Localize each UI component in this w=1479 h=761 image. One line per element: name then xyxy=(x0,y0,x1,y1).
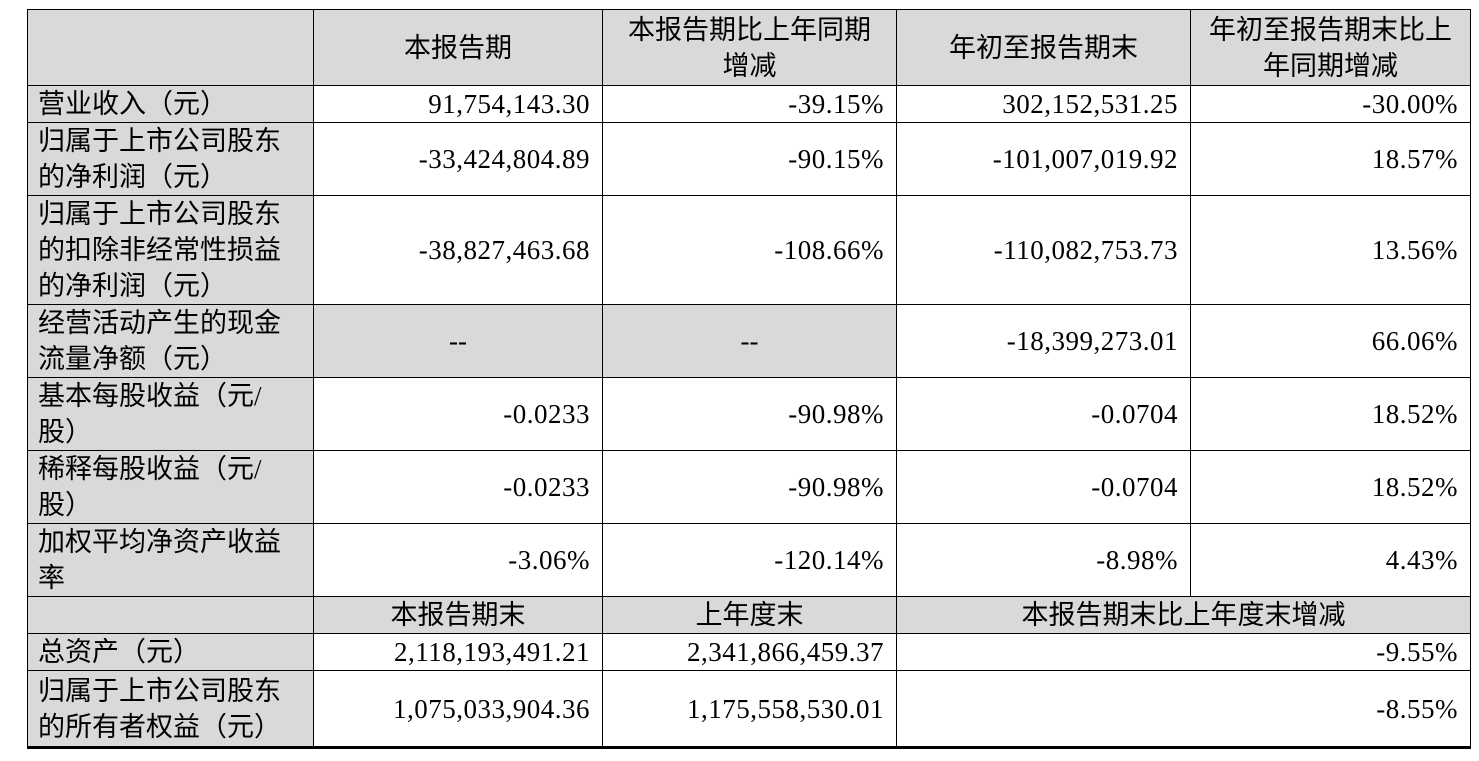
metric-value: -0.0704 xyxy=(896,377,1191,451)
metric-value: -39.15% xyxy=(602,85,897,123)
metric-value: -0.0704 xyxy=(896,450,1191,524)
header-current-period-yoy-change: 本报告期比上年同期增减 xyxy=(602,9,897,86)
metric-value: 18.52% xyxy=(1190,450,1471,524)
metric-value: -108.66% xyxy=(602,195,897,305)
metric-label: 归属于上市公司股东的净利润（元） xyxy=(27,122,314,196)
metric-label: 经营活动产生的现金流量净额（元） xyxy=(27,304,314,378)
metric-row-total-assets: 总资产（元） 2,118,193,491.21 2,341,866,459.37… xyxy=(27,633,1471,671)
metric-value: -120.14% xyxy=(602,523,897,597)
header-corner-cell xyxy=(27,596,314,634)
metric-value: 18.52% xyxy=(1190,377,1471,451)
metric-value: 1,175,558,530.01 xyxy=(602,670,897,749)
metric-value: -90.98% xyxy=(602,450,897,524)
header-ytd: 年初至报告期末 xyxy=(896,9,1191,86)
metric-label: 基本每股收益（元/股） xyxy=(27,377,314,451)
metric-value: -18,399,273.01 xyxy=(896,304,1191,378)
metric-value: 66.06% xyxy=(1190,304,1471,378)
metric-value: 13.56% xyxy=(1190,195,1471,305)
metric-value: 4.43% xyxy=(1190,523,1471,597)
metric-value: 302,152,531.25 xyxy=(896,85,1191,123)
metric-value: -3.06% xyxy=(313,523,603,597)
header-ytd-yoy-change: 年初至报告期末比上年同期增减 xyxy=(1190,9,1471,86)
metric-row-diluted-eps: 稀释每股收益（元/股） -0.0233 -90.98% -0.0704 18.5… xyxy=(27,450,1471,524)
metric-label: 稀释每股收益（元/股） xyxy=(27,450,314,524)
metric-value: 91,754,143.30 xyxy=(313,85,603,123)
metric-value: 18.57% xyxy=(1190,122,1471,196)
metric-label: 归属于上市公司股东的所有者权益（元） xyxy=(27,670,314,749)
metric-value: -38,827,463.68 xyxy=(313,195,603,305)
metric-value: -8.98% xyxy=(896,523,1191,597)
header-row-period: 本报告期 本报告期比上年同期增减 年初至报告期末 年初至报告期末比上年同期增减 xyxy=(27,9,1471,86)
header-prior-year-end: 上年度末 xyxy=(602,596,897,634)
metric-value-na: -- xyxy=(313,304,603,378)
metric-value: -30.00% xyxy=(1190,85,1471,123)
metric-value: -33,424,804.89 xyxy=(313,122,603,196)
header-current-period: 本报告期 xyxy=(313,9,603,86)
metric-value: -0.0233 xyxy=(313,450,603,524)
metric-row-shareholders-equity: 归属于上市公司股东的所有者权益（元） 1,075,033,904.36 1,17… xyxy=(27,670,1471,749)
financial-summary-table: 本报告期 本报告期比上年同期增减 年初至报告期末 年初至报告期末比上年同期增减 … xyxy=(27,9,1471,749)
metric-value: -9.55% xyxy=(896,633,1471,671)
metric-value: -0.0233 xyxy=(313,377,603,451)
metric-value: 2,118,193,491.21 xyxy=(313,633,603,671)
metric-label: 营业收入（元） xyxy=(27,85,314,123)
metric-value: -101,007,019.92 xyxy=(896,122,1191,196)
metric-row-net-profit: 归属于上市公司股东的净利润（元） -33,424,804.89 -90.15% … xyxy=(27,122,1471,196)
metric-value: -90.98% xyxy=(602,377,897,451)
metric-value-na: -- xyxy=(602,304,897,378)
metric-label: 总资产（元） xyxy=(27,633,314,671)
header-corner-cell xyxy=(27,9,314,86)
header-period-end-change: 本报告期末比上年度末增减 xyxy=(896,596,1471,634)
header-current-period-end: 本报告期末 xyxy=(313,596,603,634)
metric-row-weighted-avg-roe: 加权平均净资产收益率 -3.06% -120.14% -8.98% 4.43% xyxy=(27,523,1471,597)
metric-value: 2,341,866,459.37 xyxy=(602,633,897,671)
metric-row-net-profit-excl-nonrecurring: 归属于上市公司股东的扣除非经常性损益的净利润（元） -38,827,463.68… xyxy=(27,195,1471,305)
metric-label: 加权平均净资产收益率 xyxy=(27,523,314,597)
metric-value: -8.55% xyxy=(896,670,1471,749)
metric-value: -90.15% xyxy=(602,122,897,196)
metric-value: 1,075,033,904.36 xyxy=(313,670,603,749)
metric-label: 归属于上市公司股东的扣除非经常性损益的净利润（元） xyxy=(27,195,314,305)
metric-row-revenue: 营业收入（元） 91,754,143.30 -39.15% 302,152,53… xyxy=(27,85,1471,123)
metric-value: -110,082,753.73 xyxy=(896,195,1191,305)
header-row-period-end: 本报告期末 上年度末 本报告期末比上年度末增减 xyxy=(27,596,1471,634)
metric-row-basic-eps: 基本每股收益（元/股） -0.0233 -90.98% -0.0704 18.5… xyxy=(27,377,1471,451)
metric-row-operating-cash-flow: 经营活动产生的现金流量净额（元） -- -- -18,399,273.01 66… xyxy=(27,304,1471,378)
